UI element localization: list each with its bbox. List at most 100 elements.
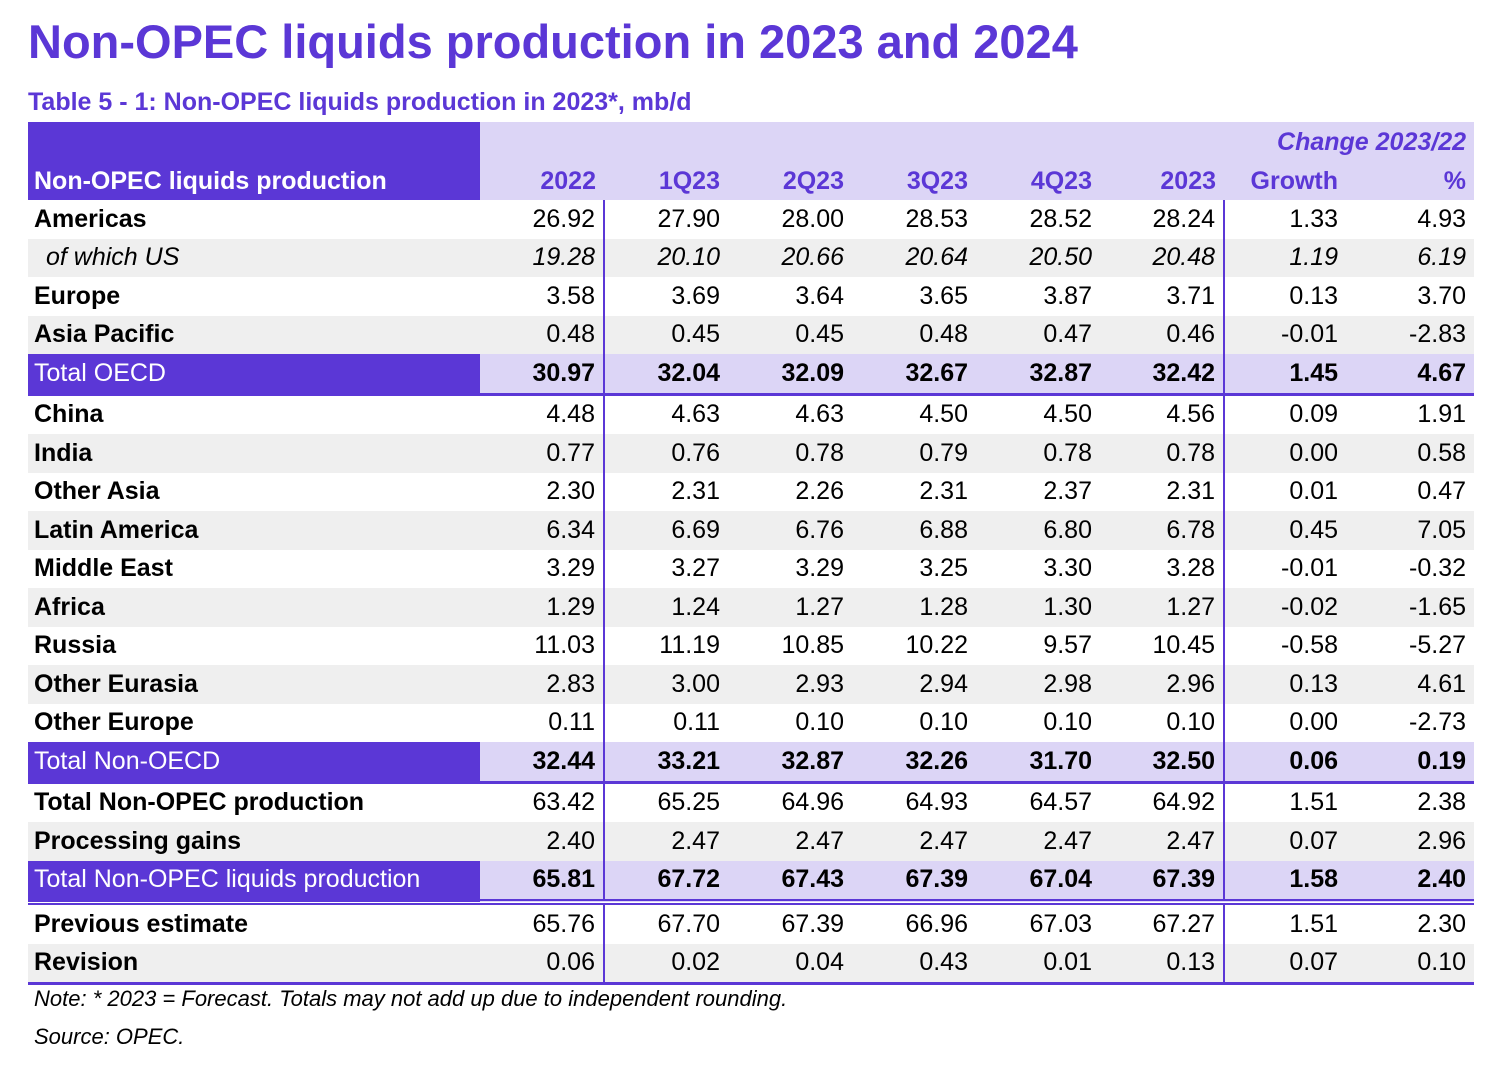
value-cell: 2.40 — [480, 822, 605, 861]
table-row: Americas 26.92 27.90 28.00 28.53 28.52 28.24 1.… — [28, 200, 1474, 239]
value-cell: 4.48 — [480, 394, 605, 434]
value-cell: -1.65 — [1346, 588, 1475, 627]
value-cell: 67.43 — [728, 860, 852, 905]
row-label: Previous estimate — [34, 909, 248, 938]
value-cell: 67.27 — [1100, 902, 1226, 944]
value-cell: 0.13 — [1289, 281, 1339, 310]
value-cell: 0.45 — [604, 315, 728, 354]
value-cell: 4.93 — [1417, 204, 1467, 233]
value-cell: 0.78 — [1100, 434, 1226, 473]
col-header: 3Q23 — [852, 162, 976, 200]
value-cell: 3.70 — [1417, 281, 1467, 310]
value-cell: 3.87 — [1043, 281, 1092, 310]
production-table: Change 2023/22 Non-OPEC liquids producti… — [28, 122, 1475, 985]
value-cell: 0.10 — [1346, 943, 1475, 985]
table-row: China 4.48 4.63 4.63 4.50 4.50 4.56 0.09 1.91 — [28, 394, 1474, 434]
table-row: Previous estimate 65.76 67.70 67.39 66.96 67.… — [28, 902, 1474, 944]
value-cell: 2.38 — [1417, 788, 1467, 817]
value-cell: 3.27 — [671, 554, 720, 583]
value-cell: 3.69 — [671, 281, 720, 310]
value-cell: 1.30 — [976, 588, 1100, 627]
table-row: Total Non-OECD 32.44 33.21 32.87 32.26 31.70 3… — [28, 742, 1475, 784]
value-cell: 33.21 — [604, 742, 728, 784]
value-cell: 32.67 — [852, 354, 976, 396]
col-header: % — [1346, 162, 1475, 200]
value-cell: 20.48 — [1100, 238, 1226, 277]
table-row: Total OECD 30.97 32.04 32.09 32.67 32.87 32.42… — [28, 354, 1475, 396]
value-cell: 1.28 — [852, 588, 976, 627]
value-cell: 27.90 — [657, 204, 720, 233]
page-title: Non-OPEC liquids production in 2023 and … — [28, 15, 1078, 68]
row-label: Asia Pacific — [28, 315, 480, 354]
value-cell: 3.25 — [919, 554, 968, 583]
value-cell: 0.77 — [480, 434, 605, 473]
value-cell: 4.63 — [671, 400, 720, 429]
value-cell: 3.00 — [604, 665, 728, 704]
value-cell: 2.94 — [852, 665, 976, 704]
value-cell: 2.47 — [976, 822, 1100, 861]
value-cell: 2.93 — [728, 665, 852, 704]
value-cell: 66.96 — [905, 909, 968, 938]
value-cell: 0.00 — [1289, 708, 1339, 737]
value-cell: 0.43 — [852, 943, 976, 985]
value-cell: -0.32 — [1409, 554, 1467, 583]
value-cell: -0.02 — [1224, 588, 1347, 627]
value-cell: 65.81 — [480, 860, 605, 905]
value-cell: 3.65 — [919, 281, 968, 310]
value-cell: 9.57 — [1043, 631, 1092, 660]
value-cell: 6.69 — [604, 511, 728, 550]
value-cell: 0.48 — [852, 315, 976, 354]
footnote: Note: * 2023 = Forecast. Totals may not … — [34, 986, 788, 1011]
value-cell: 0.13 — [1100, 943, 1226, 985]
table-row: of which US 19.28 20.10 20.66 20.64 20.50 20.4… — [28, 238, 1475, 277]
value-cell: 3.71 — [1100, 277, 1226, 316]
value-cell: 0.48 — [480, 315, 605, 354]
value-cell: 0.06 — [1224, 742, 1347, 784]
value-cell: 0.01 — [1289, 477, 1339, 506]
row-label-header: Non-OPEC liquids production — [28, 162, 480, 200]
value-cell: -0.01 — [1281, 554, 1339, 583]
value-cell: 6.19 — [1346, 238, 1475, 277]
col-header: Growth — [1224, 162, 1347, 200]
row-label: Latin America — [28, 511, 480, 550]
value-cell: 2.96 — [1100, 665, 1226, 704]
value-cell: 2.30 — [1417, 909, 1467, 938]
value-cell: 20.10 — [604, 238, 728, 277]
value-cell: 10.45 — [1100, 626, 1226, 665]
col-header: 2023 — [1100, 162, 1225, 200]
col-header: 2022 — [480, 162, 604, 200]
value-cell: 32.87 — [976, 354, 1100, 396]
row-label: Africa — [28, 588, 480, 627]
value-cell: 20.50 — [976, 238, 1100, 277]
table-row: Total Non-OPEC production 63.42 65.25 64.96… — [28, 782, 1474, 822]
value-cell: 3.29 — [795, 554, 844, 583]
value-cell: 0.47 — [1417, 477, 1467, 506]
value-cell: -2.83 — [1346, 315, 1475, 354]
value-cell: 0.07 — [1224, 943, 1347, 985]
value-cell: 0.76 — [604, 434, 728, 473]
table-row: India 0.77 0.76 0.78 0.79 0.78 0.78 0.00 0.58 — [28, 434, 1475, 473]
value-cell: 30.97 — [480, 354, 605, 396]
table-row: Africa 1.29 1.24 1.27 1.28 1.30 1.27 -0.02 -1.65 — [28, 588, 1475, 627]
value-cell: 20.64 — [852, 238, 976, 277]
table-row: Other Europe 0.11 0.11 0.10 0.10 0.10 0.10 0.00… — [28, 703, 1474, 742]
value-cell: 0.46 — [1100, 315, 1226, 354]
value-cell: 67.03 — [1029, 909, 1092, 938]
header-row: Non-OPEC liquids production 2022 1Q23 2Q… — [28, 162, 1475, 200]
value-cell: 2.31 — [919, 477, 968, 506]
value-cell: 0.78 — [976, 434, 1100, 473]
value-cell: 2.47 — [1100, 822, 1226, 861]
value-cell: 3.28 — [1100, 549, 1226, 588]
value-cell: -5.27 — [1409, 631, 1467, 660]
value-cell: 31.70 — [976, 742, 1100, 784]
value-cell: 11.03 — [480, 626, 605, 665]
value-cell: 64.93 — [905, 788, 968, 817]
value-cell: 4.63 — [795, 400, 844, 429]
value-cell: 2.83 — [480, 665, 605, 704]
table-row: Processing gains 2.40 2.47 2.47 2.47 2.47 2.47… — [28, 822, 1475, 861]
value-cell: 0.78 — [728, 434, 852, 473]
row-label: Total Non-OPEC production — [34, 788, 365, 817]
value-cell: 2.47 — [852, 822, 976, 861]
value-cell: 6.88 — [852, 511, 976, 550]
value-cell: 0.00 — [1224, 434, 1347, 473]
